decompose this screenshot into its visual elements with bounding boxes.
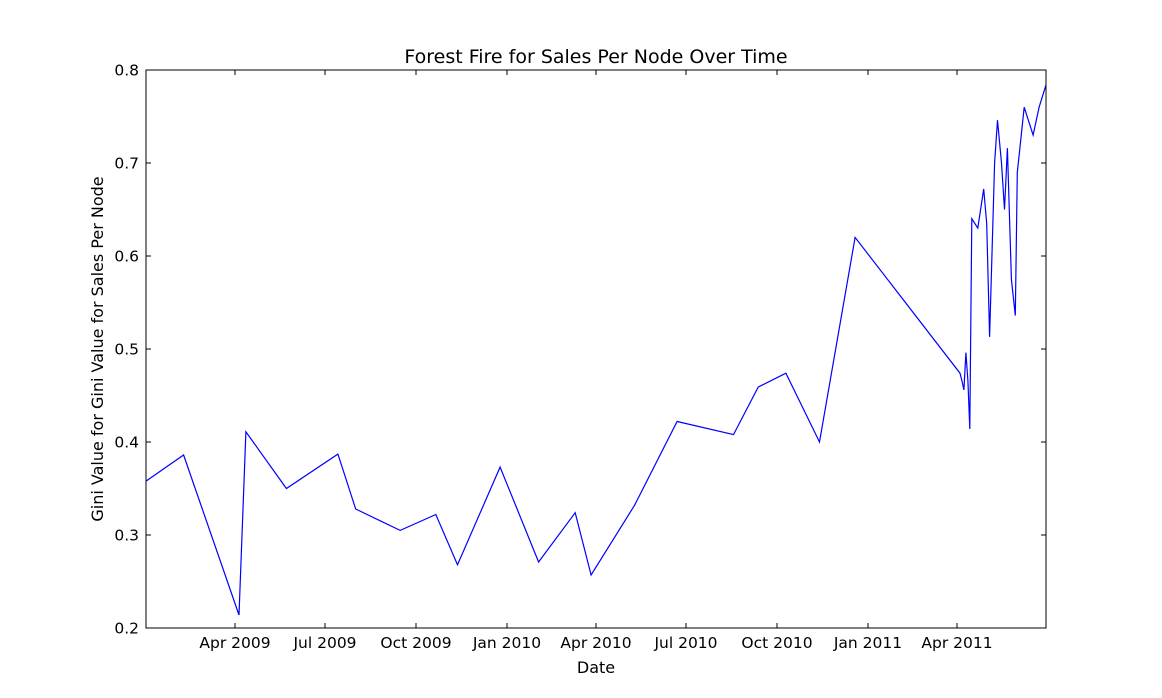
y-tick-label: 0.2 [114, 620, 139, 638]
y-tick-label: 0.6 [114, 248, 139, 266]
x-axis-label: Date [577, 658, 615, 677]
axis-ticks [146, 69, 1046, 629]
x-tick-label: Jul 2009 [292, 634, 356, 652]
plot-frame [145, 69, 1047, 629]
x-tick-label: Jul 2010 [653, 634, 717, 652]
x-tick-label: Apr 2011 [921, 634, 992, 652]
x-tick-label: Oct 2009 [380, 634, 451, 652]
y-axis-label: Gini Value for Gini Value for Sales Per … [88, 176, 107, 521]
series-line [145, 84, 1047, 616]
y-tick-label: 0.8 [114, 62, 139, 80]
x-tick-label: Apr 2010 [560, 634, 631, 652]
y-tick-label: 0.4 [114, 434, 139, 452]
tick-labels: Apr 2009 Jul 2009 Oct 2009 Jan 2010 Apr 2010… [114, 62, 992, 653]
plot-lines [145, 84, 1047, 616]
x-tick-label: Apr 2009 [199, 634, 270, 652]
x-tick-label: Jan 2011 [833, 634, 902, 652]
y-tick-label: 0.7 [114, 155, 139, 173]
chart-title: Forest Fire for Sales Per Node Over Time [404, 46, 787, 68]
y-tick-label: 0.5 [114, 341, 139, 359]
y-tick-label: 0.3 [114, 527, 139, 545]
x-tick-label: Jan 2010 [472, 634, 541, 652]
x-tick-label: Oct 2010 [741, 634, 812, 652]
